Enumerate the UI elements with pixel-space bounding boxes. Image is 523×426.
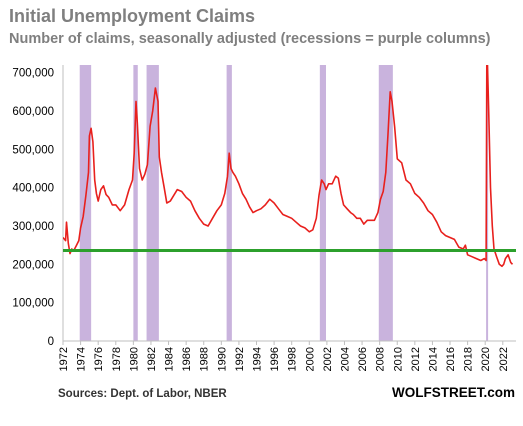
y-tick-label: 100,000 — [12, 298, 54, 310]
recession-column — [226, 65, 232, 341]
y-tick-label: 400,000 — [12, 183, 54, 195]
x-tick-label: 2006 — [357, 347, 369, 371]
x-tick-label: 1990 — [216, 347, 228, 371]
x-tick-label: 1978 — [111, 347, 123, 371]
x-tick-label: 1994 — [252, 347, 264, 371]
x-tick-label: 1988 — [199, 347, 211, 371]
x-tick-label: 1992 — [234, 347, 246, 371]
y-tick-label: 500,000 — [12, 144, 54, 156]
x-tick-label: 2000 — [304, 347, 316, 371]
x-tick-label: 2004 — [339, 347, 351, 371]
recession-column — [378, 65, 393, 341]
x-tick-label: 2022 — [498, 347, 510, 371]
x-tick-label: 1996 — [269, 347, 281, 371]
x-tick-label: 2008 — [375, 347, 387, 371]
x-tick-label: 2010 — [392, 347, 404, 371]
y-tick-label: 200,000 — [12, 259, 54, 271]
axes — [62, 65, 516, 345]
y-tick-label: 600,000 — [12, 106, 54, 118]
x-tick-label: 1984 — [164, 347, 176, 371]
x-tick-label: 1982 — [146, 347, 158, 371]
x-tick-label: 2012 — [410, 347, 422, 371]
x-tick-label: 1998 — [287, 347, 299, 371]
chart-title: Initial Unemployment Claims — [9, 6, 256, 26]
claims-series — [63, 65, 514, 268]
recession-columns — [79, 65, 489, 341]
recession-column — [319, 65, 327, 341]
source-note: Sources: Dept. of Labor, NBER — [58, 388, 227, 400]
y-tick-label: 700,000 — [12, 68, 54, 80]
recession-column — [133, 65, 138, 341]
brand-logo: WOLFSTREET.com — [391, 385, 515, 400]
x-tick-label: 2018 — [463, 347, 475, 371]
x-tick-label: 2020 — [480, 347, 492, 371]
y-tick-label: 300,000 — [12, 221, 54, 233]
x-tick-label: 1980 — [128, 347, 140, 371]
x-tick-label: 2016 — [445, 347, 457, 371]
tick-labels: 0 100,000 200,000 300,000 400,000 500,000 600,… — [12, 68, 509, 372]
x-tick-label: 2014 — [427, 347, 439, 371]
x-tick-label: 1976 — [93, 347, 105, 371]
chart-subtitle: Number of claims, seasonally adjusted (r… — [9, 31, 491, 47]
x-tick-label: 1974 — [76, 347, 88, 371]
y-tick-label: 0 — [48, 336, 54, 348]
claims-line — [63, 65, 514, 268]
x-tick-label: 1986 — [181, 347, 193, 371]
x-tick-label: 1972 — [58, 347, 70, 371]
x-tick-label: 2002 — [322, 347, 334, 371]
